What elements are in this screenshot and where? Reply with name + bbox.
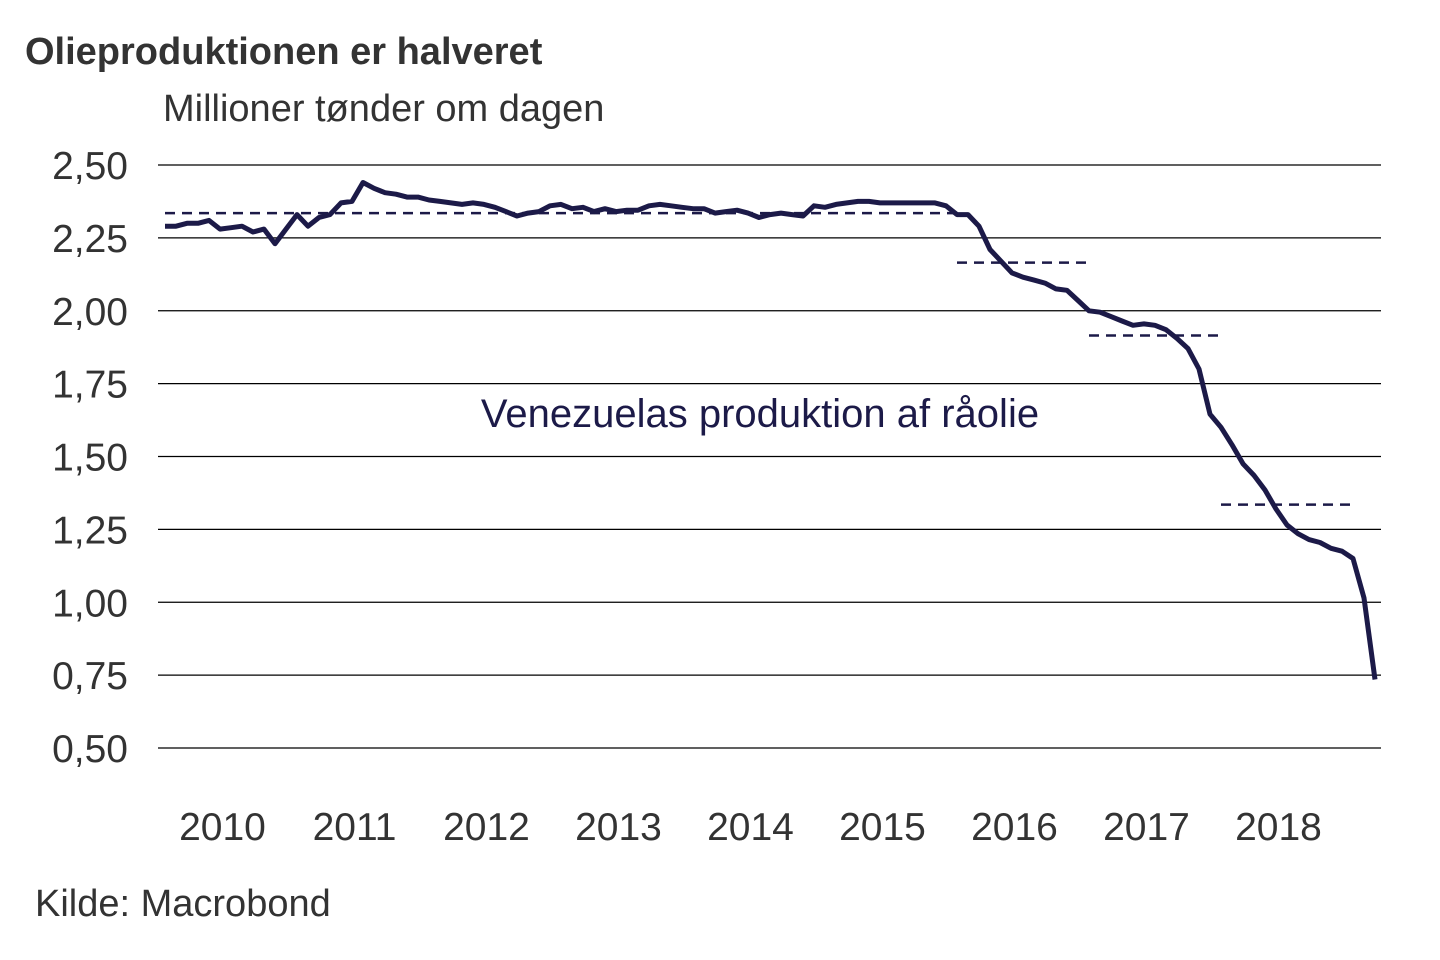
x-tick-label: 2017 bbox=[1103, 806, 1190, 849]
chart-subtitle: Millioner tønder om dagen bbox=[163, 88, 604, 130]
x-tick-label: 2011 bbox=[313, 806, 397, 849]
y-tick-label: 2,50 bbox=[52, 145, 128, 188]
series-lines bbox=[165, 180, 1378, 680]
y-tick-label: 2,25 bbox=[52, 218, 128, 261]
x-tick-label: 2016 bbox=[971, 806, 1058, 849]
x-tick-label: 2012 bbox=[443, 806, 530, 849]
y-axis-ticks: 2,50 2,25 2,00 1,75 1,50 1,25 1,00 0,75 0,50 bbox=[52, 145, 128, 771]
y-tick-label: 1,25 bbox=[52, 509, 128, 552]
gridlines bbox=[158, 164, 1381, 749]
chart-title: Olieproduktionen er halveret bbox=[25, 31, 543, 73]
series-line bbox=[165, 180, 1378, 680]
source-note: Kilde: Macrobond bbox=[35, 883, 331, 925]
x-tick-label: 2013 bbox=[575, 806, 662, 849]
series-annotation: Venezuelas produktion af råolie bbox=[481, 392, 1039, 436]
x-tick-label: 2010 bbox=[179, 806, 266, 849]
y-tick-label: 2,00 bbox=[52, 291, 128, 334]
x-axis-ticks: 2010 2011 2012 2013 2014 2015 2016 2017 2018 bbox=[179, 806, 1322, 849]
x-tick-label: 2014 bbox=[707, 806, 794, 849]
y-tick-label: 1,50 bbox=[52, 437, 128, 480]
y-tick-label: 1,00 bbox=[52, 582, 128, 625]
y-tick-label: 0,75 bbox=[52, 655, 128, 698]
x-tick-label: 2018 bbox=[1235, 806, 1322, 849]
period-average-lines bbox=[165, 211, 1350, 506]
y-tick-label: 0,50 bbox=[52, 728, 128, 771]
x-tick-label: 2015 bbox=[839, 806, 926, 849]
y-tick-label: 1,75 bbox=[52, 364, 128, 407]
